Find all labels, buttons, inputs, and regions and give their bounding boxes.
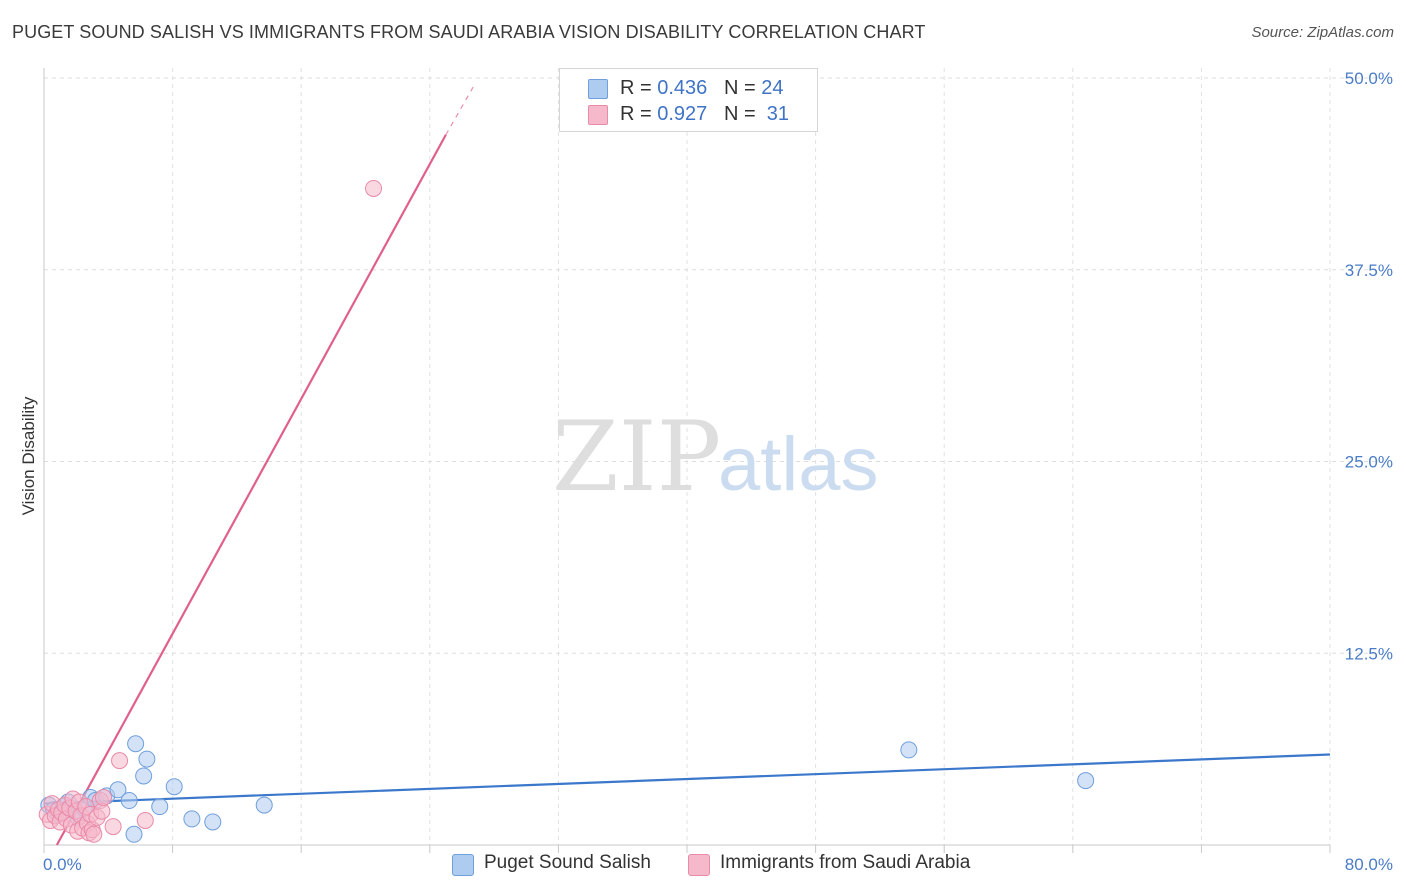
point-series-0-16 [138, 750, 156, 768]
point-series-0-17 [151, 798, 169, 816]
trend-line-series-1 [55, 134, 447, 846]
y-tick-label-3: 50.0% [1345, 69, 1393, 88]
point-series-1-30 [365, 179, 383, 197]
point-series-0-14 [127, 735, 145, 753]
data-points [38, 179, 1095, 843]
point-series-1-28 [111, 752, 129, 770]
y-axis-label: Vision Disability [19, 396, 38, 515]
watermark-zip: ZIP [552, 401, 721, 513]
bottom-legend-swatch-saudi [688, 854, 710, 876]
legend-swatch-saudi [588, 105, 608, 125]
point-series-0-23 [1077, 772, 1095, 790]
chart-title: PUGET SOUND SALISH VS IMMIGRANTS FROM SA… [12, 22, 926, 42]
trend-line-series-0 [43, 753, 1331, 805]
trend-line-dashed-series-1 [445, 83, 476, 136]
point-series-1-22 [85, 825, 103, 843]
bottom-legend-label-saudi: Immigrants from Saudi Arabia [720, 852, 971, 873]
point-series-1-26 [94, 788, 112, 806]
x-tick-label-0: 0.0% [43, 855, 82, 874]
point-series-0-12 [120, 792, 138, 810]
point-series-0-15 [135, 767, 153, 785]
point-series-0-11 [109, 781, 127, 799]
x-tick-label-1: 80.0% [1345, 855, 1393, 874]
bottom-legend-label-puget: Puget Sound Salish [484, 852, 651, 873]
legend-swatch-puget [588, 79, 608, 99]
bottom-legend-swatch-puget [452, 854, 474, 876]
point-series-0-13 [125, 825, 143, 843]
point-series-0-18 [165, 778, 183, 796]
y-tick-label-1: 25.0% [1345, 453, 1393, 472]
legend-text-saudi: R = 0.927 N = 31 [620, 103, 790, 125]
y-tick-label-0: 12.5% [1345, 644, 1393, 663]
source-credit: Source: ZipAtlas.com [1251, 24, 1394, 41]
point-series-0-19 [183, 810, 201, 828]
y-tick-label-2: 37.5% [1345, 261, 1393, 280]
legend-text-puget: R = 0.436 N = 24 [620, 77, 784, 99]
point-series-0-22 [900, 741, 918, 759]
point-series-1-27 [104, 818, 122, 836]
axes [43, 68, 1331, 853]
y-tick-labels: 12.5% 25.0% 37.5% 50.0% [1345, 69, 1393, 663]
watermark-atlas: atlas [718, 422, 879, 507]
stats-legend: R = 0.436 N = 24 R = 0.927 N = 31 [559, 68, 818, 132]
trend-lines [43, 83, 1331, 846]
point-series-1-29 [136, 811, 154, 829]
point-series-0-21 [255, 796, 273, 814]
x-tick-labels: 0.0% 80.0% [43, 855, 1393, 874]
point-series-0-20 [204, 813, 222, 831]
